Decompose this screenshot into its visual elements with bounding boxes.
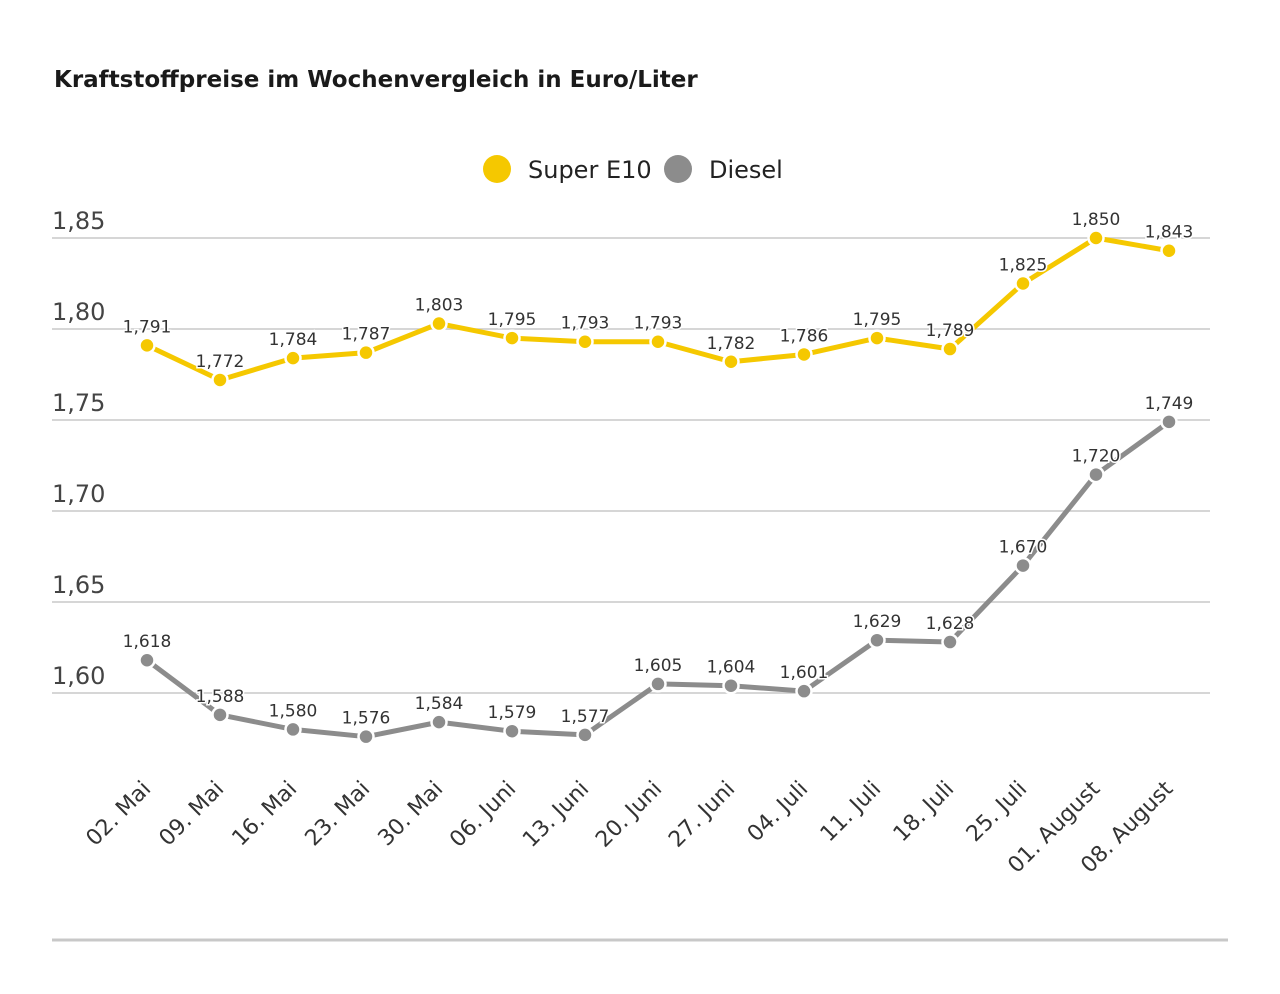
x-tick-label: 20. Juni bbox=[591, 777, 667, 853]
x-tick-label: 18. Juli bbox=[889, 777, 959, 847]
legend-label-diesel: Diesel bbox=[709, 156, 783, 184]
data-label-super-e10: 1,795 bbox=[853, 310, 902, 330]
data-point-diesel bbox=[868, 631, 886, 649]
gridlines bbox=[52, 237, 1210, 694]
data-point-super-e10 bbox=[868, 329, 886, 347]
data-point-super-e10 bbox=[357, 343, 375, 362]
y-tick-label: 1,80 bbox=[52, 298, 105, 326]
data-point-diesel bbox=[357, 727, 375, 746]
data-label-super-e10: 1,784 bbox=[269, 330, 318, 350]
data-label-diesel: 1,588 bbox=[196, 687, 245, 707]
data-label-super-e10: 1,793 bbox=[561, 314, 610, 334]
data-label-super-e10: 1,793 bbox=[634, 314, 683, 334]
data-point-diesel bbox=[722, 676, 740, 695]
data-point-diesel bbox=[941, 633, 959, 651]
data-label-diesel: 1,628 bbox=[926, 614, 975, 634]
x-tick-label: 23. Mai bbox=[301, 777, 376, 852]
x-tick-label: 16. Mai bbox=[228, 777, 303, 852]
data-label-super-e10: 1,803 bbox=[415, 296, 464, 316]
legend-marker-super-e10 bbox=[483, 155, 511, 183]
data-point-diesel bbox=[795, 682, 813, 700]
legend-label-super-e10: Super E10 bbox=[528, 156, 652, 184]
data-label-diesel: 1,604 bbox=[707, 658, 756, 678]
data-label-diesel: 1,580 bbox=[269, 701, 318, 721]
x-tick-label: 11. Juli bbox=[816, 777, 886, 847]
data-label-diesel: 1,629 bbox=[853, 612, 902, 632]
data-point-super-e10 bbox=[795, 345, 813, 364]
data-point-super-e10 bbox=[1160, 241, 1178, 260]
data-point-diesel bbox=[1014, 556, 1032, 575]
data-label-super-e10: 1,789 bbox=[926, 321, 975, 341]
x-tick-label: 09. Mai bbox=[155, 777, 230, 852]
legend-marker-diesel bbox=[664, 155, 692, 183]
x-tick-label: 27. Juni bbox=[664, 777, 740, 853]
legend: Super E10 Diesel bbox=[483, 155, 783, 184]
data-point-diesel bbox=[1160, 413, 1178, 431]
data-point-diesel bbox=[503, 722, 521, 740]
data-point-diesel bbox=[649, 675, 667, 693]
data-point-diesel bbox=[1087, 465, 1105, 484]
data-label-diesel: 1,605 bbox=[634, 656, 683, 676]
data-point-super-e10 bbox=[211, 371, 229, 389]
x-tick-label: 30. Mai bbox=[374, 777, 449, 852]
data-point-super-e10 bbox=[941, 340, 959, 358]
data-label-super-e10: 1,795 bbox=[488, 310, 537, 330]
data-label-diesel: 1,584 bbox=[415, 694, 464, 714]
data-label-super-e10: 1,782 bbox=[707, 334, 756, 354]
data-label-diesel: 1,579 bbox=[488, 703, 537, 723]
data-label-super-e10: 1,791 bbox=[123, 317, 172, 337]
data-label-super-e10: 1,825 bbox=[999, 256, 1048, 276]
y-tick-label: 1,75 bbox=[52, 389, 105, 417]
data-point-super-e10 bbox=[722, 353, 740, 371]
x-tick-label: 06. Juni bbox=[445, 777, 521, 853]
data-label-diesel: 1,749 bbox=[1145, 394, 1194, 414]
y-tick-label: 1,65 bbox=[52, 571, 105, 599]
data-point-super-e10 bbox=[649, 332, 667, 351]
data-point-super-e10 bbox=[1014, 274, 1032, 293]
data-label-diesel: 1,670 bbox=[999, 538, 1048, 558]
chart-title: Kraftstoffpreise im Wochenvergleich in E… bbox=[54, 67, 698, 93]
data-label-super-e10: 1,843 bbox=[1145, 223, 1194, 243]
data-point-super-e10 bbox=[284, 349, 302, 367]
data-point-diesel bbox=[576, 726, 594, 744]
data-label-diesel: 1,577 bbox=[561, 707, 610, 727]
data-point-super-e10 bbox=[430, 314, 448, 333]
data-point-super-e10 bbox=[1087, 229, 1105, 247]
y-axis-ticks: 1,85 1,80 1,75 1,70 1,65 1,60 bbox=[52, 207, 105, 690]
data-label-super-e10: 1,772 bbox=[196, 352, 245, 372]
data-point-diesel bbox=[284, 720, 302, 739]
data-label-diesel: 1,576 bbox=[342, 709, 391, 729]
data-point-super-e10 bbox=[503, 329, 521, 347]
x-tick-label: 13. Juni bbox=[518, 777, 594, 853]
data-label-super-e10: 1,787 bbox=[342, 325, 391, 345]
data-point-diesel bbox=[430, 713, 448, 731]
data-point-super-e10 bbox=[138, 336, 156, 355]
data-point-super-e10 bbox=[576, 332, 594, 351]
data-label-diesel: 1,720 bbox=[1072, 447, 1121, 467]
data-point-diesel bbox=[138, 651, 156, 669]
x-tick-label: 04. Juli bbox=[743, 777, 813, 847]
series-lines: 1,791 1,772 1,784 1,787 1,803 1,795 1,793 1,793… bbox=[121, 209, 1195, 746]
data-label-super-e10: 1,850 bbox=[1072, 210, 1121, 230]
data-label-diesel: 1,618 bbox=[123, 632, 172, 652]
x-tick-label: 25. Juli bbox=[962, 777, 1032, 847]
y-tick-label: 1,85 bbox=[52, 207, 105, 235]
y-tick-label: 1,70 bbox=[52, 480, 105, 508]
y-tick-label: 1,60 bbox=[52, 662, 105, 690]
data-label-diesel: 1,601 bbox=[780, 663, 829, 683]
data-label-super-e10: 1,786 bbox=[780, 326, 829, 346]
x-tick-label: 02. Mai bbox=[82, 777, 157, 852]
data-point-diesel bbox=[211, 706, 229, 724]
